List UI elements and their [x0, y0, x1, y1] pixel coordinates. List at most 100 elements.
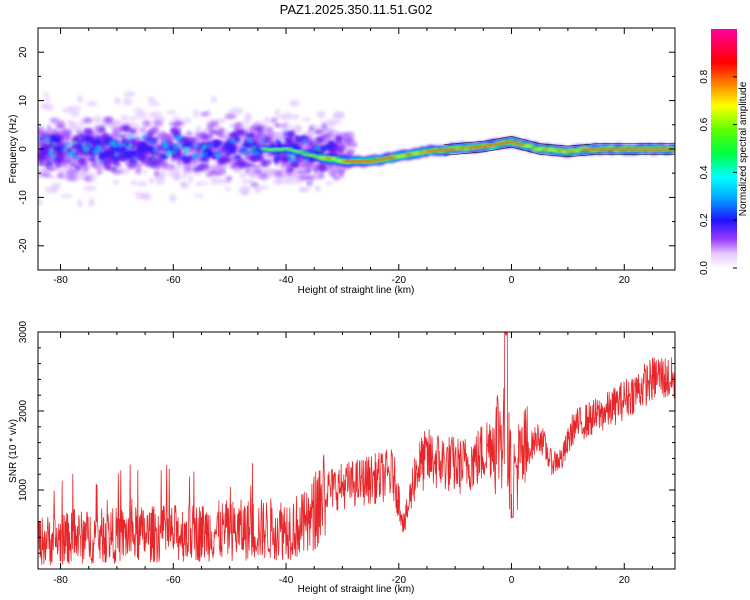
- y-tick-label: -10: [18, 190, 29, 205]
- heat-blob: [258, 157, 265, 161]
- heat-blob: [150, 138, 158, 142]
- heat-blob: [124, 127, 131, 132]
- heat-blob: [229, 107, 244, 116]
- heat-blob: [111, 130, 121, 138]
- heat-blob: [187, 138, 195, 142]
- heat-blob: [122, 97, 132, 106]
- heat-ridge-blob: [297, 151, 304, 153]
- y-tick-label: 1000: [18, 478, 29, 501]
- heat-blob: [229, 145, 236, 151]
- heat-blob: [84, 176, 92, 182]
- x-tick-label: -80: [53, 575, 68, 586]
- heat-blob: [134, 191, 145, 197]
- heat-blob: [199, 112, 209, 117]
- heat-blob: [197, 164, 203, 170]
- heat-blob: [172, 153, 180, 159]
- colorbar-tick-label: 0.8: [699, 69, 710, 83]
- heat-blob: [128, 144, 133, 147]
- x-tick-label: -20: [392, 275, 407, 286]
- heat-blob: [266, 132, 276, 137]
- heat-ridge-blob: [461, 147, 467, 150]
- heat-blob: [270, 117, 278, 124]
- heat-blob: [51, 135, 59, 140]
- colorbar-gradient: [711, 29, 737, 268]
- heat-blob: [217, 135, 229, 139]
- heat-blob: [83, 185, 97, 191]
- heat-blob: [336, 137, 342, 143]
- colorbar-tick-label: 0.6: [699, 117, 710, 131]
- heat-blob: [144, 145, 153, 152]
- heat-blob: [247, 150, 251, 154]
- heat-blob: [78, 146, 84, 150]
- heat-blob: [233, 169, 242, 174]
- heat-blob: [245, 162, 255, 168]
- heat-ridge-blob: [407, 153, 413, 156]
- heat-blob: [171, 150, 177, 154]
- heat-blob: [328, 141, 334, 146]
- heat-blob: [212, 141, 222, 147]
- heat-blob: [72, 141, 77, 144]
- heat-blob: [224, 187, 231, 192]
- heat-blob: [110, 156, 118, 160]
- heat-blob: [137, 149, 145, 155]
- heat-blob: [124, 153, 132, 160]
- heat-ridge-blob: [542, 148, 548, 151]
- heat-ridge-blob: [283, 147, 291, 150]
- heat-blob: [305, 167, 312, 173]
- heat-blob: [210, 95, 217, 103]
- colorbar-tick-label: 0.2: [699, 213, 710, 227]
- heat-blob: [108, 140, 116, 146]
- heat-blob: [257, 169, 262, 174]
- x-tick-label: 0: [509, 575, 515, 586]
- heat-blob: [44, 136, 51, 141]
- heat-blob: [241, 151, 247, 155]
- heat-blob: [110, 147, 115, 152]
- y-tick-label: -20: [18, 238, 29, 253]
- heat-blob: [129, 134, 134, 139]
- heat-blob: [119, 145, 128, 152]
- heat-blob: [174, 175, 188, 179]
- heat-blob: [147, 130, 154, 135]
- heat-blob: [54, 151, 58, 155]
- heat-blob: [316, 110, 326, 119]
- heat-blob: [134, 166, 142, 175]
- heat-blob: [253, 151, 260, 156]
- heat-blob: [288, 99, 300, 107]
- heat-blob: [201, 138, 210, 142]
- heat-blob: [135, 110, 148, 119]
- heat-blob: [38, 156, 49, 161]
- heat-blob: [127, 164, 135, 169]
- heat-blob: [267, 159, 272, 164]
- colorbar-ticks: 0.0 0.2 0.4 0.6 0.8: [699, 69, 737, 275]
- heat-blob: [247, 134, 254, 138]
- heat-blob: [46, 141, 50, 145]
- heat-blob: [283, 175, 291, 185]
- heat-blob: [60, 194, 73, 198]
- heat-blob: [38, 198, 43, 206]
- colorbar-tick-label: 0.0: [699, 261, 710, 275]
- heat-blob: [49, 117, 60, 124]
- heat-blob: [146, 96, 156, 102]
- heat-blob: [119, 134, 126, 139]
- heat-blob: [316, 148, 322, 152]
- x-tick-label: -40: [279, 275, 294, 286]
- heat-blob: [202, 134, 212, 139]
- heat-blob: [76, 95, 84, 103]
- heat-ridge-blob: [527, 144, 534, 148]
- y-tick-label: 10: [18, 95, 29, 107]
- heat-blob: [90, 163, 98, 169]
- heat-blob: [112, 179, 120, 185]
- heat-blob: [38, 130, 51, 136]
- heat-blob: [126, 139, 130, 143]
- colorbar: 0.0 0.2 0.4 0.6 0.8 Normalized spectral ampl…: [699, 29, 749, 275]
- heat-blob: [79, 160, 86, 166]
- heat-blob: [281, 141, 285, 146]
- snr-frame: [37, 331, 676, 570]
- heat-blob: [314, 130, 324, 134]
- heat-blob: [66, 120, 73, 125]
- heat-blob: [307, 140, 316, 146]
- colorbar-tick-label: 0.4: [699, 165, 710, 179]
- heat-blob: [338, 170, 344, 179]
- heat-blob: [153, 148, 159, 152]
